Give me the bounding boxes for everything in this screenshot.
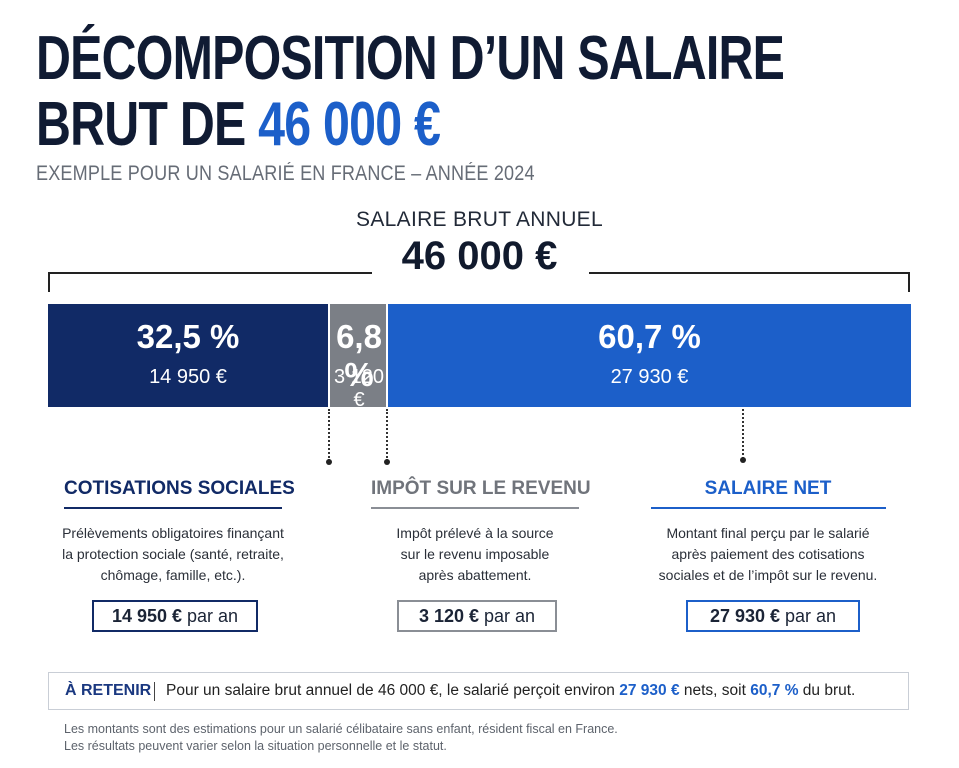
amount-salaire-net: 27 930 € par an <box>686 600 860 632</box>
key-takeaway: À RETENIR Pour un salaire brut annuel de… <box>48 672 909 710</box>
footnote: Les montants sont des estimations pour u… <box>64 722 618 736</box>
amount-suffix: par an <box>182 606 239 626</box>
takeaway-net-pct: 60,7 % <box>750 682 799 699</box>
segment-percent-label: 6,8 % <box>336 318 382 393</box>
amount-value: 27 930 € <box>709 606 781 626</box>
desc-line: après abattement. <box>418 567 532 583</box>
desc-line: après paiement des cotisations <box>671 546 865 562</box>
column-impot: IMPÔT SUR LE REVENU Impôt prélevé à la s… <box>340 478 610 586</box>
column-cotisations: COTISATIONS SOCIALES Prélèvements obliga… <box>38 478 308 586</box>
connector-line <box>742 409 744 459</box>
connector-dot <box>384 459 390 465</box>
takeaway-net-amount: 27 930 € <box>619 682 680 699</box>
takeaway-text: nets, soit <box>679 682 751 699</box>
bracket-left <box>48 272 372 292</box>
column-salaire-net: SALAIRE NET Montant final perçu par le s… <box>633 478 903 586</box>
takeaway-text: Pour un salaire brut annuel de 46 000 €,… <box>166 682 620 699</box>
takeaway-text: du brut. <box>798 682 856 699</box>
takeaway-tag: À RETENIR <box>65 682 152 699</box>
total-label: SALAIRE BRUT ANNUEL <box>356 208 603 231</box>
segment-value-label: 3 120 € <box>333 366 385 411</box>
segment-value-label: 14 950 € <box>149 366 227 388</box>
footnote: Les résultats peuvent varier selon la si… <box>64 739 447 753</box>
amount-suffix: par an <box>479 606 536 626</box>
connector-dot <box>740 457 746 463</box>
desc-line: Impôt prélevé à la source <box>396 525 554 541</box>
bracket-right <box>589 272 910 292</box>
column-description: Impôt prélevé à la source sur le revenu … <box>340 523 610 586</box>
segment-impot: 6,8 % 3 120 € <box>328 304 388 411</box>
column-title: SALAIRE NET <box>650 478 886 509</box>
column-description: Montant final perçu par le salarié après… <box>633 523 903 586</box>
column-title: IMPÔT SUR LE REVENU <box>371 478 591 509</box>
connector-dot <box>326 459 332 465</box>
page-title: DÉCOMPOSITION D’UN SALAIRE BRUT DE 46 00… <box>36 24 785 159</box>
segment-value-label: 27 930 € <box>610 366 689 388</box>
column-description: Prélèvements obligatoires finançant la p… <box>38 523 308 586</box>
desc-line: chômage, famille, etc.). <box>100 567 246 583</box>
stacked-bar: 32,5 % 14 950 € 6,8 % 3 120 € 60,7 % 27 930 € <box>48 304 911 411</box>
desc-line: Prélèvements obligatoires finançant <box>62 525 284 541</box>
segment-percent-label: 32,5 % <box>136 318 240 355</box>
title-line-1: DÉCOMPOSITION D’UN SALAIRE <box>36 24 785 93</box>
column-title: COTISATIONS SOCIALES <box>64 478 295 509</box>
desc-line: la protection sociale (santé, retraite, <box>62 546 284 562</box>
desc-line: sociales et de l’impôt sur le revenu. <box>658 567 878 583</box>
page-subtitle: EXEMPLE POUR UN SALARIÉ EN FRANCE – ANNÉ… <box>36 162 535 185</box>
segment-cotisations: 32,5 % 14 950 € <box>48 304 328 407</box>
title-amount: 46 000 € <box>258 90 441 159</box>
amount-value: 3 120 € <box>418 606 479 626</box>
amount-cotisations: 14 950 € par an <box>92 600 258 632</box>
connector-line <box>386 409 388 461</box>
amount-value: 14 950 € <box>111 606 183 626</box>
connector-line <box>328 409 330 461</box>
amount-impot: 3 120 € par an <box>397 600 557 632</box>
takeaway-message: Pour un salaire brut annuel de 46 000 €,… <box>166 673 855 709</box>
segment-percent-label: 60,7 % <box>598 318 701 355</box>
desc-line: sur le revenu imposable <box>400 546 550 562</box>
desc-line: Montant final perçu par le salarié <box>666 525 870 541</box>
title-line-2-prefix: BRUT DE <box>36 90 259 159</box>
segment-salaire-net: 60,7 % 27 930 € <box>386 304 911 407</box>
total-value: 46 000 € <box>401 234 558 278</box>
takeaway-divider <box>154 682 155 701</box>
amount-suffix: par an <box>780 606 837 626</box>
